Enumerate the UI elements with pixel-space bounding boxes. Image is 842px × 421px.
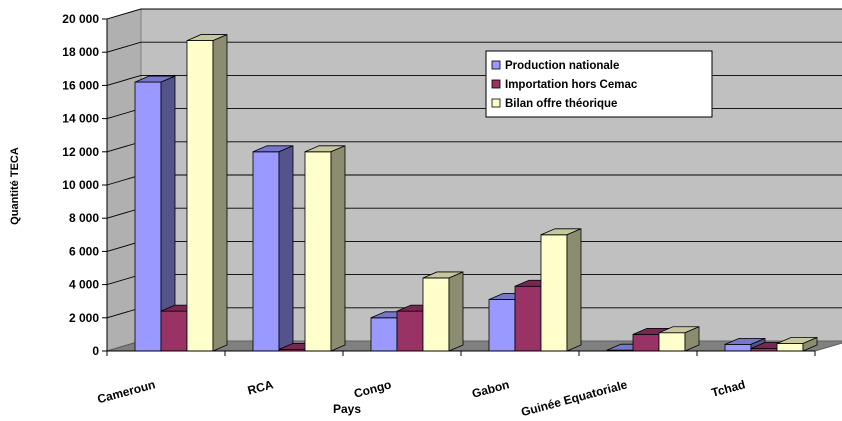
bar-front — [396, 310, 424, 352]
legend-box — [485, 50, 713, 118]
bar-front — [724, 343, 752, 352]
y-tick-label: 16 000 — [62, 78, 99, 92]
y-tick-label: 14 000 — [62, 112, 99, 126]
y-tick-label: 18 000 — [62, 45, 99, 59]
x-tick-label: Guinée Equatoriale — [520, 377, 630, 419]
y-tick-label: 0 — [92, 344, 99, 358]
bar-front — [186, 40, 214, 352]
bar — [422, 271, 464, 352]
x-tick-label: Gabon — [470, 377, 510, 400]
bar-front — [488, 299, 516, 352]
bar — [540, 228, 582, 352]
y-tick-label: 10 000 — [62, 178, 99, 192]
legend-swatch — [491, 98, 501, 108]
legend-label: Production nationale — [505, 60, 619, 72]
y-axis-ticks: 0 2 000 4 000 6 000 8 000 10 000 12 000 14 000 1… — [62, 12, 108, 358]
bar-front — [134, 81, 162, 352]
bar — [186, 33, 228, 352]
bar — [776, 336, 818, 352]
bar-side — [684, 326, 700, 352]
bar-side — [212, 33, 228, 352]
bar-front — [540, 234, 568, 352]
y-tick-label: 4 000 — [69, 278, 99, 292]
bar-front — [422, 277, 450, 352]
bar-side — [566, 228, 582, 352]
x-axis-ticks: Cameroun RCA Congo Gabon Guinée Equatoriale T… — [96, 350, 816, 419]
bar-front — [252, 151, 280, 352]
y-tick-label: 2 000 — [69, 311, 99, 325]
bar — [658, 326, 700, 352]
bar-front — [370, 317, 398, 352]
y-axis-title: Quantité TECA — [9, 147, 21, 225]
legend-swatch — [491, 60, 501, 70]
bar-front — [632, 333, 660, 352]
bar-side — [330, 145, 346, 352]
bar-front — [304, 151, 332, 352]
legend-label: Bilan offre théorique — [505, 98, 617, 110]
x-tick-label: Cameroun — [96, 377, 157, 406]
bar-front — [658, 332, 686, 352]
bar-side — [802, 336, 818, 352]
x-tick-label: RCA — [246, 377, 275, 397]
y-tick-label: 6 000 — [69, 244, 99, 258]
gridline — [106, 41, 842, 53]
bar — [304, 145, 346, 352]
x-tick-label: Congo — [352, 377, 392, 400]
bar-side — [448, 271, 464, 352]
bar-front — [776, 343, 804, 352]
gridline — [106, 8, 842, 20]
bar-side — [278, 145, 294, 352]
legend-label: Importation hors Cemac — [505, 79, 638, 91]
bar-front — [514, 285, 542, 352]
x-axis-title: Pays — [333, 402, 361, 416]
bar-front — [160, 310, 188, 352]
y-tick-label: 12 000 — [62, 145, 99, 159]
bars — [134, 33, 818, 352]
legend: Production nationale Importation hors Cem… — [485, 50, 713, 118]
y-tick-label: 8 000 — [69, 211, 99, 225]
bar — [252, 145, 294, 352]
legend-swatch — [491, 79, 501, 89]
x-tick-label: Tchad — [710, 377, 747, 399]
bar — [134, 75, 176, 352]
y-tick-label: 20 000 — [62, 12, 99, 26]
